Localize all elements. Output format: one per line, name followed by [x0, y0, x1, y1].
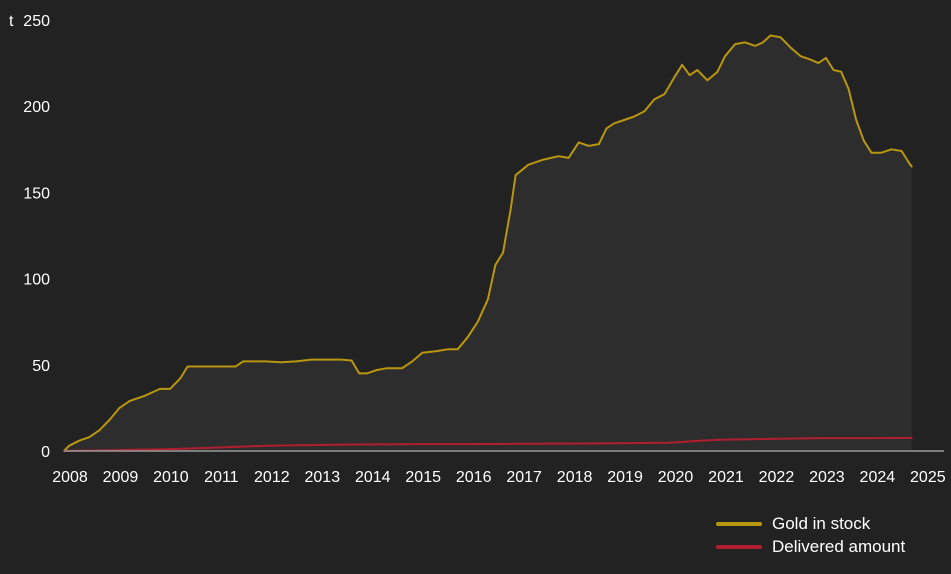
line-layer	[63, 34, 913, 452]
delivered-amount-line	[63, 436, 913, 452]
x-tick-label: 2023	[809, 469, 845, 486]
legend-swatch-gold	[716, 521, 762, 526]
y-axis-unit-label: t	[9, 13, 14, 30]
y-tick-label: 100	[23, 272, 50, 289]
x-tick-label: 2018	[557, 469, 593, 486]
legend-label-gold: Gold in stock	[772, 513, 871, 533]
x-tick-label: 2020	[658, 469, 694, 486]
x-tick-label: 2017	[506, 469, 542, 486]
y-axis-ticks: 0 50 100 150 200 250 t	[9, 13, 50, 461]
legend: Gold in stock Delivered amount	[716, 512, 905, 558]
y-tick-label: 150	[23, 185, 50, 202]
x-tick-label: 2016	[456, 469, 492, 486]
gold-in-stock-area	[64, 35, 912, 451]
x-tick-label: 2011	[204, 469, 239, 486]
legend-item-gold-in-stock[interactable]: Gold in stock	[716, 512, 905, 535]
x-tick-label: 2015	[405, 469, 441, 486]
x-tick-label: 2021	[708, 469, 744, 486]
gold-in-stock-line	[63, 34, 913, 452]
legend-label-delivered: Delivered amount	[772, 536, 906, 556]
x-axis-ticks: 2008 2009 2010 2011 2012 2013 2014 2015 2016 2017…	[52, 469, 946, 486]
legend-item-delivered-amount[interactable]: Delivered amount	[716, 535, 905, 558]
x-tick-label: 2013	[305, 469, 341, 486]
x-tick-label: 2019	[607, 469, 643, 486]
x-tick-label: 2008	[52, 469, 88, 486]
y-tick-label: 200	[23, 99, 50, 116]
x-tick-label: 2010	[153, 469, 189, 486]
x-tick-label: 2009	[103, 469, 139, 486]
y-tick-label: 0	[41, 444, 50, 461]
area-layer	[64, 35, 912, 451]
y-tick-label: 50	[32, 358, 50, 375]
y-tick-label: 250	[23, 13, 50, 30]
x-tick-label: 2014	[355, 469, 391, 486]
x-tick-label: 2012	[254, 469, 290, 486]
x-tick-label: 2024	[860, 469, 896, 486]
legend-swatch-delivered	[716, 544, 762, 549]
x-tick-label: 2022	[759, 469, 795, 486]
x-tick-label: 2025	[910, 469, 946, 486]
